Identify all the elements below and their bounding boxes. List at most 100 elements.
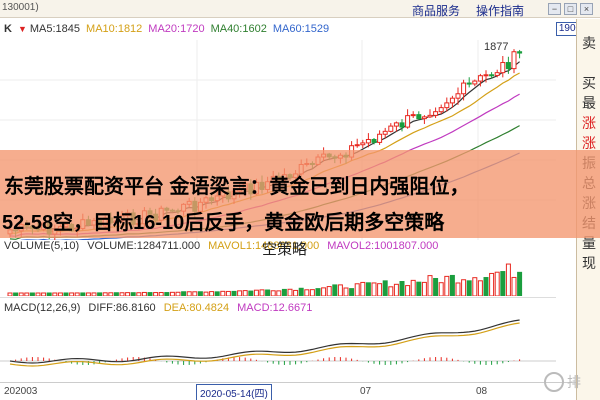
- candle-body: [494, 72, 500, 76]
- volume-bar: [220, 290, 226, 296]
- sidebar-buy[interactable]: 买: [582, 75, 596, 91]
- top-status-bar: 130001) 商品服务 操作指南 − □ ×: [0, 0, 600, 18]
- volume-bar: [57, 292, 63, 296]
- volume-bar: [293, 289, 299, 296]
- ma20-value: MA20:1720: [148, 23, 205, 35]
- candle-body: [461, 82, 467, 95]
- volume-bar: [315, 288, 321, 296]
- candle-body: [477, 75, 483, 82]
- volume-bar: [360, 281, 366, 296]
- candle-body: [466, 82, 472, 85]
- candle-body: [377, 133, 383, 143]
- volume-bar: [259, 289, 265, 296]
- volume-bar: [175, 291, 181, 296]
- candle-body: [455, 93, 461, 99]
- volume-bar: [158, 292, 164, 296]
- macd-indicator-name[interactable]: MACD(12,26,9): [4, 301, 81, 314]
- volume-bar: [416, 281, 422, 296]
- candle-body: [360, 142, 366, 146]
- volume-bar: [242, 290, 248, 296]
- volume-bar: [287, 288, 293, 296]
- triangle-down-icon[interactable]: ▼: [17, 24, 27, 34]
- volume-bar: [511, 276, 517, 296]
- watermark-logo-icon: [544, 372, 564, 392]
- macd-chart[interactable]: [0, 317, 556, 380]
- volume-bar: [427, 275, 433, 296]
- volume-chart[interactable]: [0, 256, 556, 296]
- macd-value: MACD:12.6671: [237, 301, 313, 314]
- candle-body: [388, 125, 394, 132]
- candle-body: [371, 138, 377, 143]
- volume-bar: [455, 282, 461, 296]
- headline-tail: 空策略: [262, 241, 308, 258]
- candle-body: [438, 107, 444, 113]
- volume-bar: [517, 271, 523, 296]
- mavol2-value: MAVOL2:1001807.000: [327, 240, 439, 252]
- volume-bar: [449, 274, 455, 296]
- candle-body: [433, 111, 439, 116]
- candle-body: [421, 116, 427, 120]
- volume-bar: [209, 291, 215, 296]
- volume-bar: [141, 291, 147, 296]
- date-label-selected[interactable]: 2020-05-14(四): [196, 384, 272, 400]
- volume-bar: [147, 292, 153, 296]
- volume-bar: [309, 289, 315, 296]
- volume-bar: [24, 292, 30, 296]
- ma10-value: MA10:1812: [86, 23, 143, 35]
- candle-body: [483, 74, 489, 77]
- volume-bar: [438, 282, 444, 296]
- volume-bar: [74, 292, 80, 296]
- candle-body: [416, 114, 422, 120]
- watermark: 排: [544, 366, 600, 398]
- volume-bar: [326, 286, 332, 296]
- volume-bar: [85, 292, 91, 296]
- volume-bar: [337, 284, 343, 296]
- volume-bar: [461, 279, 467, 296]
- volume-bar: [349, 288, 355, 296]
- volume-bar: [41, 292, 47, 296]
- volume-bar: [225, 290, 231, 296]
- volume-bar: [13, 292, 19, 296]
- candle-body: [405, 115, 411, 128]
- dea-value: DEA:80.4824: [163, 301, 230, 314]
- maximize-button[interactable]: □: [564, 3, 577, 15]
- volume-bar: [63, 292, 69, 296]
- service-link[interactable]: 商品服务: [412, 4, 461, 18]
- volume-bar: [7, 292, 13, 296]
- volume-value: VOLUME:1284711.000: [87, 240, 201, 252]
- volume-bar: [113, 292, 119, 296]
- volume-bar: [97, 292, 103, 296]
- volume-bar: [46, 292, 52, 296]
- sidebar-current: 现: [582, 255, 596, 271]
- macd-legend: MACD(12,26,9) DIFF:86.8160 DEA:80.4824 M…: [0, 297, 556, 317]
- volume-indicator-name[interactable]: VOLUME(5,10): [4, 240, 80, 252]
- guide-link[interactable]: 操作指南: [476, 4, 525, 18]
- volume-bar: [52, 292, 58, 296]
- volume-bar: [477, 280, 483, 296]
- volume-bar: [169, 291, 175, 296]
- minimize-button[interactable]: −: [548, 3, 561, 15]
- volume-bar: [197, 291, 203, 296]
- volume-bar: [136, 292, 142, 296]
- volume-bar: [164, 292, 170, 296]
- volume-bar: [80, 292, 86, 296]
- headline-line-1: 东莞股票配资平台 金语梁言：黄金已到日内强阻位，: [4, 176, 470, 198]
- volume-bar: [29, 292, 35, 296]
- volume-bar: [472, 277, 478, 296]
- volume-bar: [489, 272, 495, 296]
- quote-sidebar: 卖 买 最 涨 涨 振 总 涨 结 量 现: [576, 19, 600, 400]
- volume-bar: [399, 281, 405, 296]
- volume-bar: [265, 289, 271, 296]
- kline-label: K: [4, 23, 12, 35]
- volume-bar: [321, 287, 327, 296]
- ma40-value: MA40:1602: [210, 23, 267, 35]
- volume-bar: [231, 290, 237, 296]
- volume-legend: VOLUME(5,10) VOLUME:1284711.000 MAVOL1:1…: [0, 236, 556, 256]
- volume-bar: [466, 280, 472, 296]
- volume-bars: [7, 263, 523, 296]
- candle-body: [449, 97, 455, 104]
- close-button[interactable]: ×: [580, 3, 593, 15]
- candle-body: [472, 80, 478, 85]
- sidebar-sell[interactable]: 卖: [582, 35, 596, 51]
- date-axis: 202003 2020-05-14(四) 07 08: [0, 382, 576, 400]
